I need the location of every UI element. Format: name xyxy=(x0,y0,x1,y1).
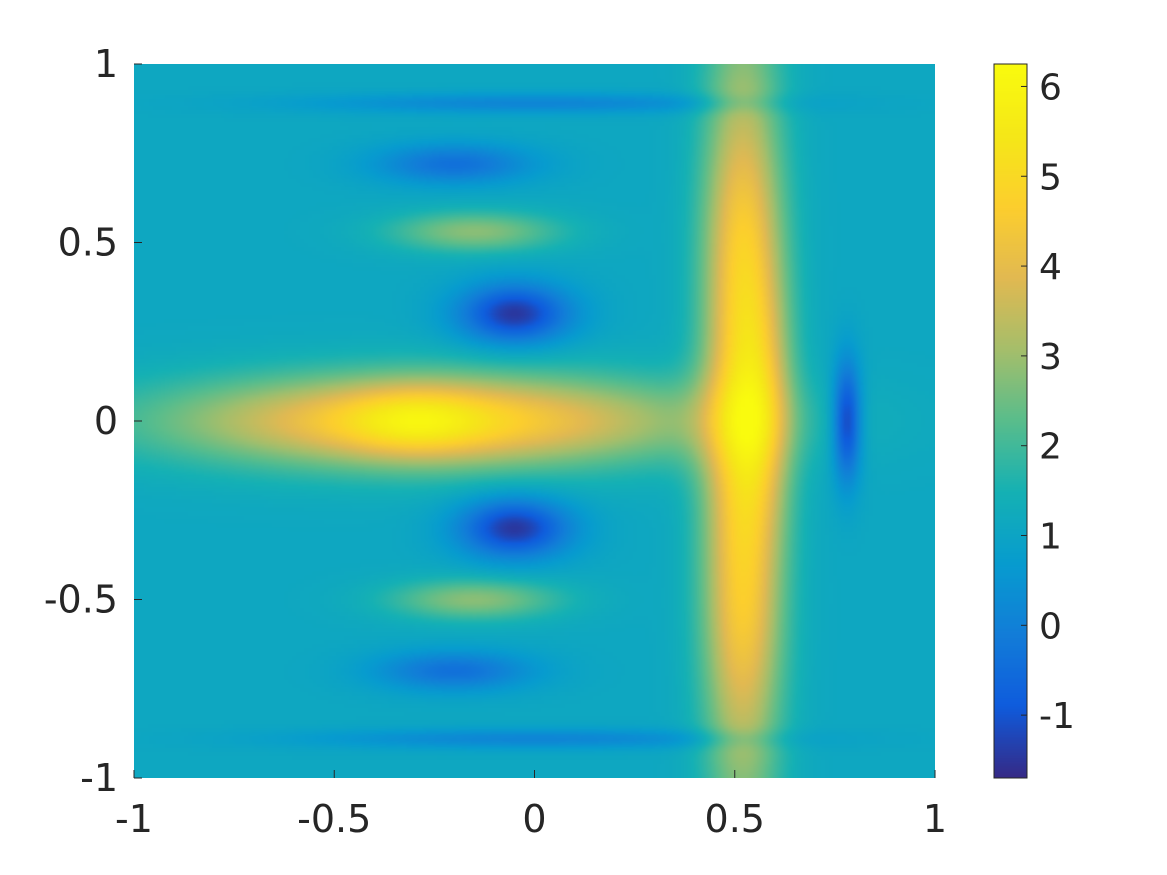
y-tick-label: -0.5 xyxy=(44,578,118,622)
colorbar-frame xyxy=(993,63,1028,779)
colorbar-tick-label: 4 xyxy=(1039,247,1062,288)
colorbar-gradient xyxy=(994,64,1027,778)
y-tick-label: 0.5 xyxy=(58,221,118,265)
colorbar-ticks: -1 0 1 2 3 4 5 6 xyxy=(1021,67,1075,737)
colorbar: -1 0 1 2 3 4 5 6 xyxy=(993,63,1075,779)
heatmap-image xyxy=(134,64,935,778)
colorbar-tick-label: 0 xyxy=(1039,606,1062,647)
x-tick-label: 0.5 xyxy=(705,797,765,841)
y-tick-label: -1 xyxy=(80,756,118,800)
y-tick-label: 1 xyxy=(94,42,118,86)
x-tick-label: -0.5 xyxy=(297,797,371,841)
colorbar-tick-label: 2 xyxy=(1039,427,1062,468)
x-axis-ticks: -1 -0.5 0 0.5 1 xyxy=(115,770,947,841)
x-tick-label: 1 xyxy=(923,797,947,841)
colorbar-tick-label: 1 xyxy=(1039,517,1062,558)
colorbar-tick-label: -1 xyxy=(1039,696,1075,737)
y-tick-label: 0 xyxy=(94,399,118,443)
heatmap-plot-area xyxy=(134,64,935,778)
x-tick-label: -1 xyxy=(115,797,153,841)
y-axis-ticks: -1 -0.5 0 0.5 1 xyxy=(44,42,142,800)
colorbar-tick-label: 3 xyxy=(1039,337,1062,378)
x-tick-label: 0 xyxy=(522,797,546,841)
colorbar-tick-label: 6 xyxy=(1039,67,1062,108)
colorbar-tick-label: 5 xyxy=(1039,157,1062,198)
